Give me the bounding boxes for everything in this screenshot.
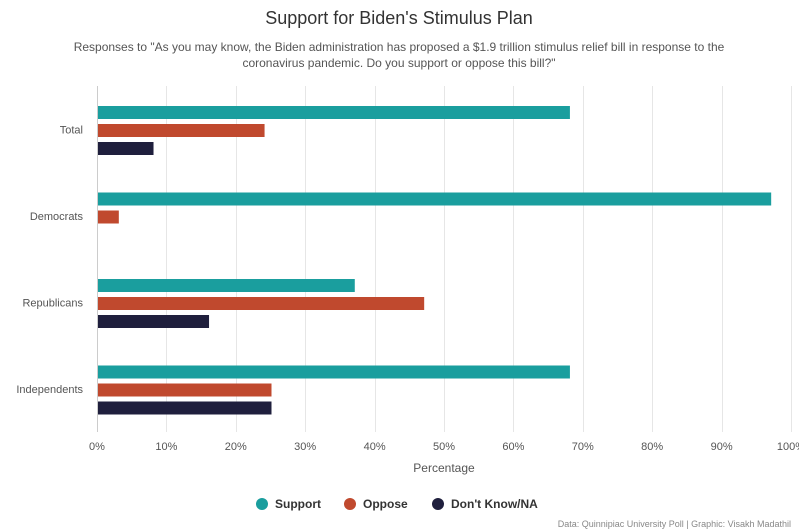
bar-republicans-don-t-know-na[interactable]: [98, 315, 210, 328]
bar-total-don-t-know-na[interactable]: [98, 142, 154, 155]
x-axis-ticks: 0% 10% 20% 30% 40% 50% 60% 70% 80% 90% 100%: [89, 441, 799, 453]
legend: Support Oppose Don't Know/NA: [256, 497, 538, 511]
category-labels: Total Democrats Republicans Independents: [16, 124, 83, 396]
legend-item-don-t-know-na[interactable]: Don't Know/NA: [432, 497, 538, 511]
legend-marker: [432, 498, 444, 510]
chart-subtitle-line-2: coronavirus pandemic. Do you support or …: [242, 56, 555, 70]
category-label: Total: [60, 124, 83, 136]
x-tick-label: 40%: [364, 441, 386, 453]
legend-label: Support: [275, 497, 321, 511]
legend-label: Don't Know/NA: [451, 497, 538, 511]
x-tick-label: 0%: [89, 441, 105, 453]
x-axis-title: Percentage: [413, 461, 475, 475]
bar-total-support[interactable]: [98, 106, 570, 119]
bar-total-oppose[interactable]: [98, 124, 265, 137]
bar-republicans-oppose[interactable]: [98, 297, 425, 310]
x-tick-label: 90%: [711, 441, 733, 453]
bar-independents-don-t-know-na[interactable]: [98, 401, 272, 415]
x-tick-label: 10%: [155, 441, 177, 453]
gridlines: [97, 86, 792, 432]
x-tick-label: 60%: [502, 441, 524, 453]
legend-item-support[interactable]: Support: [256, 497, 321, 511]
x-tick-label: 70%: [572, 441, 594, 453]
bars: [98, 106, 772, 415]
bar-democrats-oppose[interactable]: [98, 210, 119, 224]
category-label: Independents: [16, 384, 83, 396]
legend-item-oppose[interactable]: Oppose: [344, 497, 408, 511]
legend-marker: [344, 498, 356, 510]
chart-title: Support for Biden's Stimulus Plan: [265, 8, 533, 28]
category-label: Republicans: [22, 297, 83, 309]
x-tick-label: 20%: [225, 441, 247, 453]
bar-republicans-support[interactable]: [98, 279, 355, 292]
legend-label: Oppose: [363, 497, 408, 511]
x-tick-label: 50%: [433, 441, 455, 453]
bar-independents-support[interactable]: [98, 365, 570, 379]
chart-credits[interactable]: Data: Quinnipiac University Poll | Graph…: [558, 519, 791, 529]
bar-democrats-support[interactable]: [98, 192, 772, 206]
x-tick-label: 80%: [641, 441, 663, 453]
x-tick-label: 30%: [294, 441, 316, 453]
category-label: Democrats: [30, 211, 84, 223]
bar-independents-oppose[interactable]: [98, 383, 272, 397]
x-tick-label: 100%: [777, 441, 799, 453]
legend-marker: [256, 498, 268, 510]
chart-subtitle-line-1: Responses to "As you may know, the Biden…: [74, 40, 725, 54]
